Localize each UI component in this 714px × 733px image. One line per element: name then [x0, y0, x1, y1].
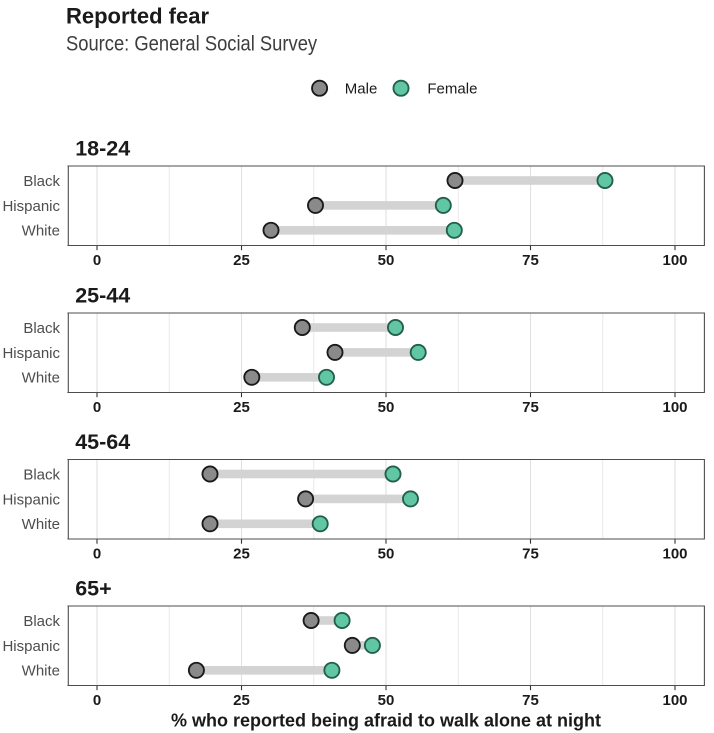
svg-text:Hispanic: Hispanic — [2, 345, 60, 362]
svg-text:75: 75 — [522, 546, 539, 563]
svg-text:100: 100 — [662, 399, 687, 416]
svg-text:Hispanic: Hispanic — [2, 198, 60, 215]
svg-text:100: 100 — [662, 546, 687, 563]
svg-text:75: 75 — [522, 399, 539, 416]
svg-text:25: 25 — [233, 692, 250, 709]
svg-text:50: 50 — [378, 399, 395, 416]
svg-text:Black: Black — [23, 173, 60, 190]
svg-text:65+: 65+ — [75, 577, 111, 601]
svg-text:Reported fear: Reported fear — [66, 3, 209, 28]
svg-text:50: 50 — [378, 252, 395, 269]
svg-text:75: 75 — [522, 252, 539, 269]
svg-text:Hispanic: Hispanic — [2, 638, 60, 655]
svg-text:25: 25 — [233, 399, 250, 416]
svg-text:75: 75 — [522, 692, 539, 709]
svg-text:50: 50 — [378, 692, 395, 709]
svg-text:Male: Male — [345, 81, 378, 98]
svg-text:Black: Black — [23, 613, 60, 630]
svg-text:25-44: 25-44 — [75, 284, 130, 308]
svg-text:0: 0 — [93, 546, 101, 563]
svg-text:25: 25 — [233, 252, 250, 269]
svg-text:0: 0 — [93, 692, 101, 709]
svg-text:50: 50 — [378, 546, 395, 563]
svg-text:100: 100 — [662, 692, 687, 709]
svg-text:White: White — [22, 663, 60, 680]
svg-text:45-64: 45-64 — [75, 430, 130, 454]
svg-text:18-24: 18-24 — [75, 137, 130, 161]
svg-text:White: White — [22, 516, 60, 533]
svg-text:Source: General Social Survey: Source: General Social Survey — [66, 33, 317, 56]
svg-text:0: 0 — [93, 399, 101, 416]
svg-text:Black: Black — [23, 320, 60, 337]
svg-text:Black: Black — [23, 466, 60, 483]
svg-text:0: 0 — [93, 252, 101, 269]
svg-text:Female: Female — [427, 81, 477, 98]
svg-text:White: White — [22, 223, 60, 240]
svg-text:White: White — [22, 370, 60, 387]
svg-text:25: 25 — [233, 546, 250, 563]
svg-text:Hispanic: Hispanic — [2, 491, 60, 508]
svg-text:100: 100 — [662, 252, 687, 269]
svg-text:% who reported being afraid to: % who reported being afraid to walk alon… — [171, 711, 601, 731]
